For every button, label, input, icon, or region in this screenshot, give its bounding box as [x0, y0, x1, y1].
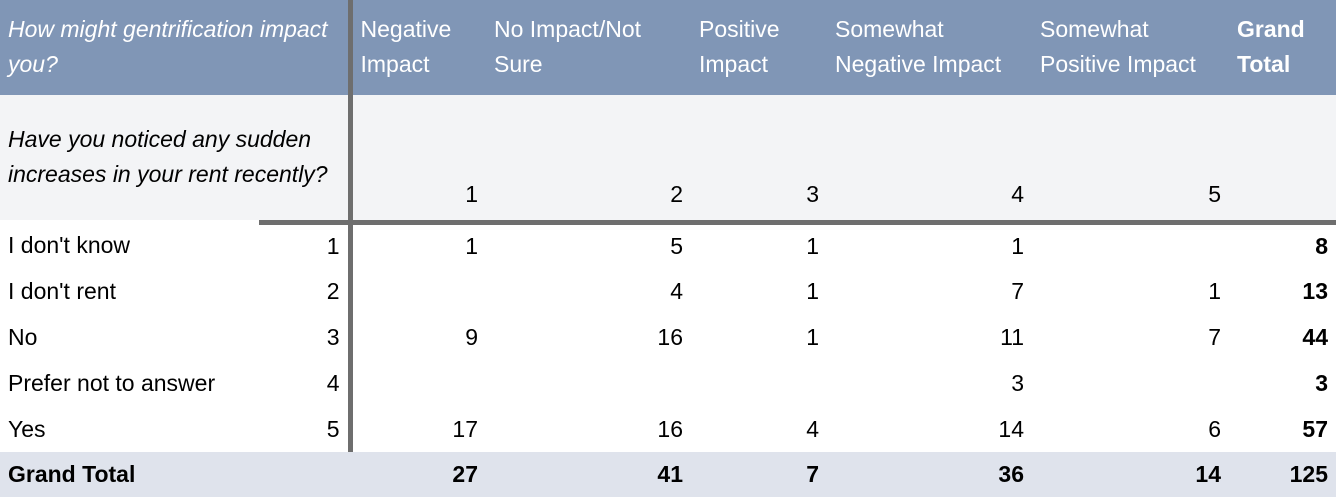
table-cell[interactable]: 7	[1208, 323, 1221, 350]
col-index-1[interactable]: 1	[465, 180, 478, 207]
table-cell[interactable]: 1	[691, 219, 827, 268]
row-label[interactable]: I don't rent	[8, 277, 116, 304]
row-total-cell[interactable]: 3	[1315, 369, 1328, 396]
row-index[interactable]: 2	[259, 268, 353, 314]
row-total-cell[interactable]: 44	[1302, 323, 1328, 350]
row-total-cell[interactable]: 8	[1229, 219, 1336, 268]
row-total-cell[interactable]: 57	[1302, 415, 1328, 442]
grand-total-cell[interactable]: 14	[1195, 461, 1221, 487]
table-cell[interactable]: 4	[670, 277, 683, 304]
row-label[interactable]: Prefer not to answer	[8, 369, 216, 396]
row-index[interactable]: 4	[259, 360, 353, 406]
row-index[interactable]: 3	[259, 314, 353, 360]
grand-total-cell[interactable]: 41	[657, 461, 683, 487]
table-cell[interactable]	[1032, 360, 1229, 406]
table-cell[interactable]: 1	[806, 323, 819, 350]
row-total-cell[interactable]: 13	[1302, 277, 1328, 304]
grand-total-index-cell[interactable]	[259, 452, 350, 497]
grand-total-overall[interactable]: 125	[1289, 461, 1328, 487]
table-cell[interactable]	[350, 268, 486, 314]
table-cell[interactable]: 14	[998, 415, 1024, 442]
table-cell[interactable]: 17	[452, 415, 478, 442]
row-question-header[interactable]: Have you noticed any sudden increases in…	[0, 95, 353, 222]
table-row: Prefer not to answer 4 3 3	[0, 360, 1336, 406]
table-cell[interactable]: 16	[657, 323, 683, 350]
grand-total-label[interactable]: Grand Total	[8, 461, 136, 487]
row-index[interactable]: 5	[259, 406, 353, 452]
table-cell[interactable]: 1	[827, 219, 1032, 268]
row-label[interactable]: Yes	[8, 415, 46, 442]
table-row: No 3 9 16 1 11 7 44	[0, 314, 1336, 360]
grand-total-cell[interactable]: 36	[998, 461, 1024, 487]
table-cell[interactable]: 4	[806, 415, 819, 442]
header-row: How might gentrification impact you? Neg…	[0, 0, 1336, 95]
table-cell[interactable]: 11	[1000, 323, 1024, 350]
corner-header[interactable]: How might gentrification impact you?	[0, 0, 353, 95]
table-cell[interactable]	[1032, 219, 1229, 268]
row-label[interactable]: No	[8, 323, 38, 350]
table-cell[interactable]	[691, 360, 827, 406]
grand-total-cell[interactable]: 27	[452, 461, 478, 487]
grand-total-row: Grand Total 27 41 7 36 14 125	[0, 452, 1336, 497]
col-header-somewhat-negative[interactable]: Somewhat Negative Impact	[835, 16, 1002, 77]
table-cell[interactable]: 5	[486, 219, 691, 268]
table-row: I don't rent 2 4 1 7 1 13	[0, 268, 1336, 314]
grand-total-cell[interactable]: 7	[806, 461, 819, 487]
table-cell[interactable]: 1	[806, 277, 819, 304]
col-header-negative[interactable]: Negative Impact	[360, 16, 452, 77]
subheader-row: Have you noticed any sudden increases in…	[0, 95, 1336, 222]
col-index-4[interactable]: 4	[1011, 180, 1024, 207]
table-cell[interactable]: 9	[465, 323, 478, 350]
table-cell[interactable]	[350, 360, 486, 406]
table-cell[interactable]: 16	[657, 415, 683, 442]
table-row: Yes 5 17 16 4 14 6 57	[0, 406, 1336, 452]
table-cell[interactable]: 7	[1011, 277, 1024, 304]
col-header-no-impact[interactable]: No Impact/Not Sure	[494, 16, 641, 77]
col-header-grand-total[interactable]: Grand Total	[1237, 16, 1305, 77]
table-cell[interactable]: 3	[1011, 369, 1024, 396]
table-cell[interactable]: 1	[350, 219, 486, 268]
col-index-2[interactable]: 2	[670, 180, 683, 207]
table-row: I don't know 1 1 5 1 1 8	[0, 219, 1336, 268]
col-header-positive[interactable]: Positive Impact	[699, 16, 780, 77]
table-cell[interactable]: 6	[1208, 415, 1221, 442]
table-cell[interactable]	[486, 360, 691, 406]
row-index[interactable]: 1	[259, 219, 353, 268]
col-header-somewhat-positive[interactable]: Somewhat Positive Impact	[1040, 16, 1196, 77]
col-index-3[interactable]: 3	[806, 180, 819, 207]
row-label[interactable]: I don't know	[8, 231, 131, 258]
table-cell[interactable]: 1	[1208, 277, 1221, 304]
col-index-5[interactable]: 5	[1208, 180, 1221, 207]
col-index-grand-total[interactable]	[1229, 95, 1336, 222]
